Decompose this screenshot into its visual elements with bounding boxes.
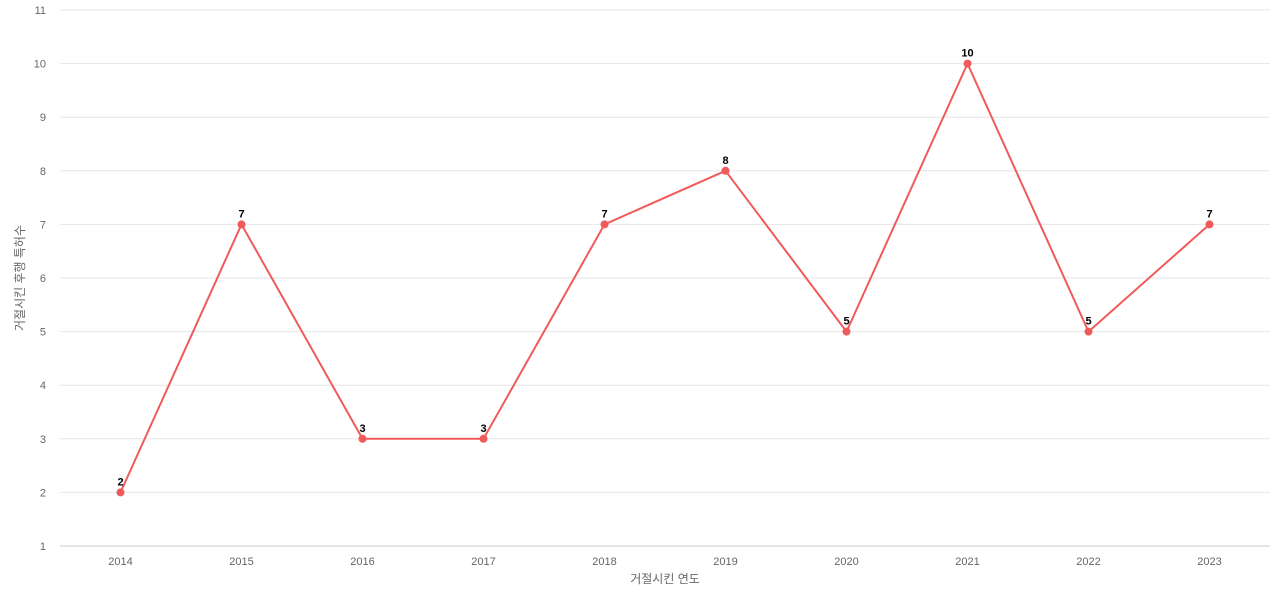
data-point bbox=[963, 59, 972, 68]
y-tick-label: 11 bbox=[35, 5, 46, 17]
data-point bbox=[721, 166, 730, 175]
y-tick-label: 1 bbox=[40, 541, 46, 553]
y-axis-ticks: 1 2 3 4 5 6 7 8 9 10 11 bbox=[34, 5, 46, 553]
data-label: 7 bbox=[238, 208, 244, 220]
x-tick-label: 2022 bbox=[1076, 556, 1100, 568]
x-tick-label: 2016 bbox=[350, 556, 374, 568]
y-tick-label: 8 bbox=[40, 166, 46, 178]
data-label: 8 bbox=[722, 155, 728, 167]
x-axis-title: 거절시킨 연도 bbox=[630, 572, 700, 586]
y-tick-label: 5 bbox=[40, 327, 46, 339]
y-tick-label: 3 bbox=[40, 434, 46, 446]
data-label: 5 bbox=[1085, 316, 1091, 328]
data-point bbox=[600, 220, 609, 229]
data-label: 7 bbox=[601, 208, 607, 220]
gridlines bbox=[60, 9, 1270, 493]
x-tick-label: 2023 bbox=[1197, 556, 1221, 568]
x-tick-label: 2014 bbox=[108, 556, 132, 568]
x-tick-label: 2017 bbox=[471, 556, 495, 568]
x-tick-label: 2019 bbox=[713, 556, 737, 568]
y-tick-label: 6 bbox=[40, 273, 46, 285]
data-point bbox=[116, 488, 125, 497]
data-label: 7 bbox=[1206, 208, 1212, 220]
y-tick-label: 4 bbox=[40, 380, 46, 392]
y-tick-label: 10 bbox=[34, 59, 46, 71]
x-tick-label: 2021 bbox=[955, 556, 979, 568]
x-tick-label: 2015 bbox=[229, 556, 253, 568]
y-tick-label: 7 bbox=[40, 219, 46, 231]
data-point bbox=[842, 327, 851, 336]
x-tick-label: 2018 bbox=[592, 556, 616, 568]
y-tick-label: 9 bbox=[40, 112, 46, 124]
data-labels: 2 7 3 3 7 8 5 10 5 7 bbox=[117, 48, 1212, 489]
data-point bbox=[358, 434, 367, 443]
data-label: 3 bbox=[359, 423, 365, 435]
data-label: 3 bbox=[480, 423, 486, 435]
x-axis-ticks: 2014 2015 2016 2017 2018 2019 2020 2021 2022 2023 bbox=[108, 556, 1221, 568]
data-point bbox=[479, 434, 488, 443]
series-line bbox=[119, 62, 1211, 493]
data-label: 5 bbox=[843, 316, 849, 328]
data-point bbox=[1205, 220, 1214, 229]
series-layer bbox=[116, 59, 1214, 497]
data-label: 10 bbox=[961, 48, 973, 60]
y-tick-label: 2 bbox=[40, 487, 46, 499]
x-tick-label: 2020 bbox=[834, 556, 858, 568]
data-label: 2 bbox=[117, 476, 123, 488]
y-axis-title: 거절시킨 후행 특허수 bbox=[12, 225, 27, 331]
data-point bbox=[237, 220, 246, 229]
data-point bbox=[1084, 327, 1093, 336]
